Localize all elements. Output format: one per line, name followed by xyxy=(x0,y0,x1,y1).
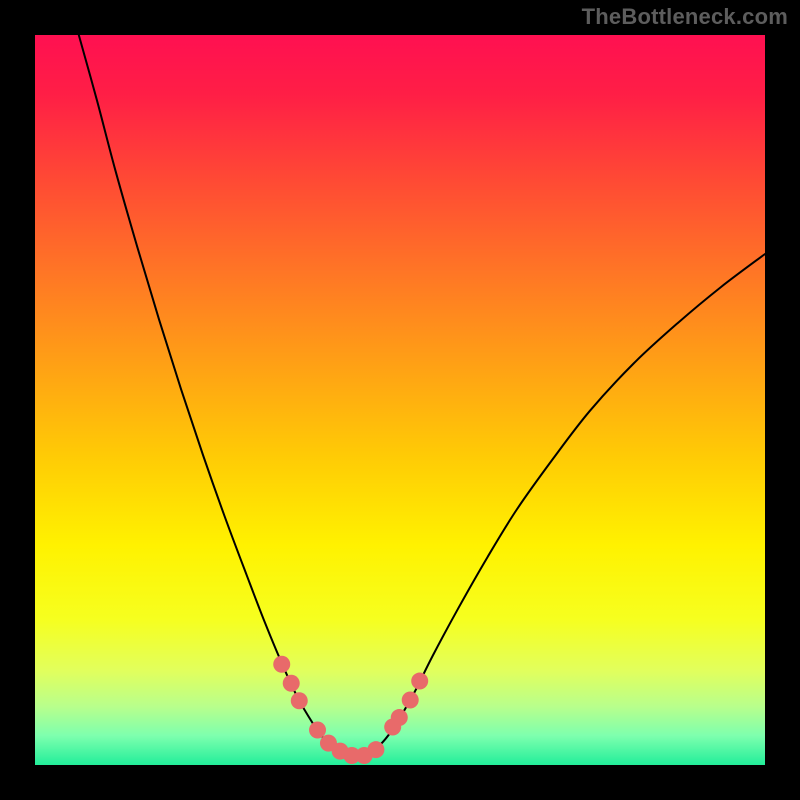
curve-marker xyxy=(402,692,419,709)
curve-layer xyxy=(35,35,765,765)
plot-area xyxy=(35,35,765,765)
chart-frame: TheBottleneck.com xyxy=(0,0,800,800)
curve-marker xyxy=(291,692,308,709)
bottleneck-curve xyxy=(79,35,765,756)
watermark-label: TheBottleneck.com xyxy=(582,4,788,30)
curve-marker xyxy=(411,673,428,690)
curve-marker xyxy=(367,741,384,758)
curve-marker xyxy=(309,721,326,738)
curve-marker xyxy=(283,675,300,692)
curve-marker xyxy=(273,656,290,673)
curve-marker xyxy=(391,709,408,726)
